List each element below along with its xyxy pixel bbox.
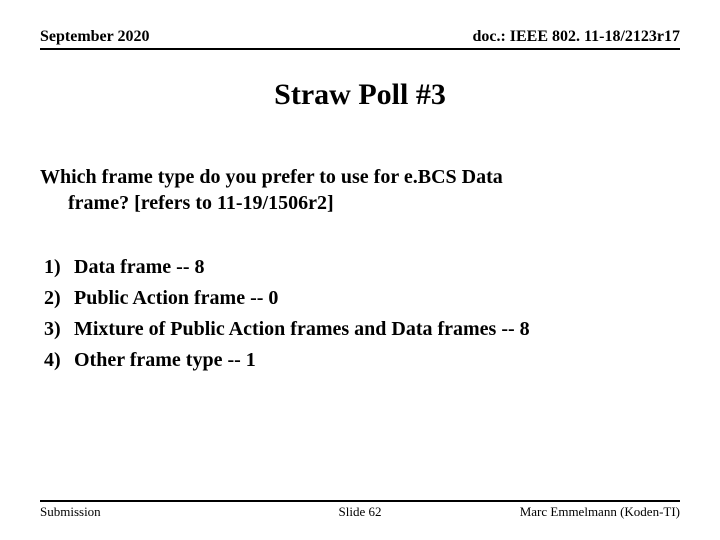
slide: September 2020 doc.: IEEE 802. 11-18/212… [0, 0, 720, 540]
list-item: 1) Data frame -- 8 [44, 252, 680, 283]
list-item: 2) Public Action frame -- 0 [44, 283, 680, 314]
header: September 2020 doc.: IEEE 802. 11-18/212… [40, 28, 680, 50]
poll-options: 1) Data frame -- 8 2) Public Action fram… [40, 252, 680, 376]
poll-question: Which frame type do you prefer to use fo… [40, 164, 680, 216]
option-text: Public Action frame -- 0 [74, 283, 680, 314]
option-number: 3) [44, 314, 74, 345]
header-doc: doc.: IEEE 802. 11-18/2123r17 [472, 28, 680, 46]
footer-center: Slide 62 [40, 504, 680, 520]
footer: Submission Slide 62 Marc Emmelmann (Kode… [40, 500, 680, 520]
option-number: 2) [44, 283, 74, 314]
option-number: 4) [44, 345, 74, 376]
question-line-2: frame? [refers to 11-19/1506r2] [40, 190, 680, 216]
option-text: Mixture of Public Action frames and Data… [74, 314, 680, 345]
option-text: Other frame type -- 1 [74, 345, 680, 376]
question-line-1: Which frame type do you prefer to use fo… [40, 166, 503, 188]
list-item: 3) Mixture of Public Action frames and D… [44, 314, 680, 345]
option-number: 1) [44, 252, 74, 283]
list-item: 4) Other frame type -- 1 [44, 345, 680, 376]
slide-title: Straw Poll #3 [40, 78, 680, 112]
option-text: Data frame -- 8 [74, 252, 680, 283]
header-date: September 2020 [40, 28, 149, 46]
